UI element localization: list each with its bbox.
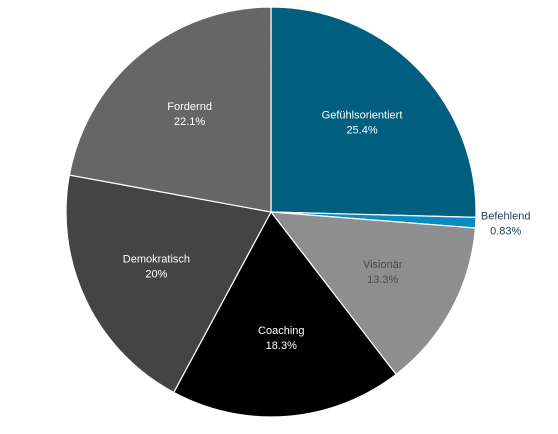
slice-value-gefuehlsorientiert: 25.4% [346, 125, 377, 137]
slice-name-gefuehlsorientiert: Gefühlsorientiert [322, 110, 403, 122]
slice-label-demokratisch: Demokratisch 20% [123, 253, 190, 280]
slice-value-befehlend: 0.83% [490, 226, 521, 238]
slice-label-coaching: Coaching 18.3% [258, 325, 304, 352]
slice-value-demokratisch: 20% [145, 268, 167, 280]
slice-name-fordernd: Fordernd [167, 101, 212, 113]
pie-slice-fordernd [68, 6, 272, 213]
pie-slice-demokratisch [65, 174, 272, 394]
slice-name-coaching: Coaching [258, 325, 304, 337]
slice-label-gefuehlsorientiert: Gefühlsorientiert 25.4% [322, 110, 403, 137]
slice-name-visionaer: Visionär [363, 259, 403, 271]
slice-label-fordernd: Fordernd 22.1% [167, 101, 212, 128]
slice-value-fordernd: 22.1% [174, 116, 205, 128]
slice-value-coaching: 18.3% [266, 340, 297, 352]
slice-name-befehlend: Befehlend [481, 211, 531, 223]
pie-slice-visionaer [269, 211, 477, 376]
pie-slice-coaching [172, 210, 397, 418]
slice-name-demokratisch: Demokratisch [123, 253, 190, 265]
pie-slice-gefuehlsorientiert [270, 6, 477, 218]
slice-value-visionaer: 13.3% [367, 274, 398, 286]
slice-label-befehlend: Befehlend 0.83% [481, 211, 531, 238]
slice-label-visionaer: Visionär 13.3% [363, 259, 403, 286]
